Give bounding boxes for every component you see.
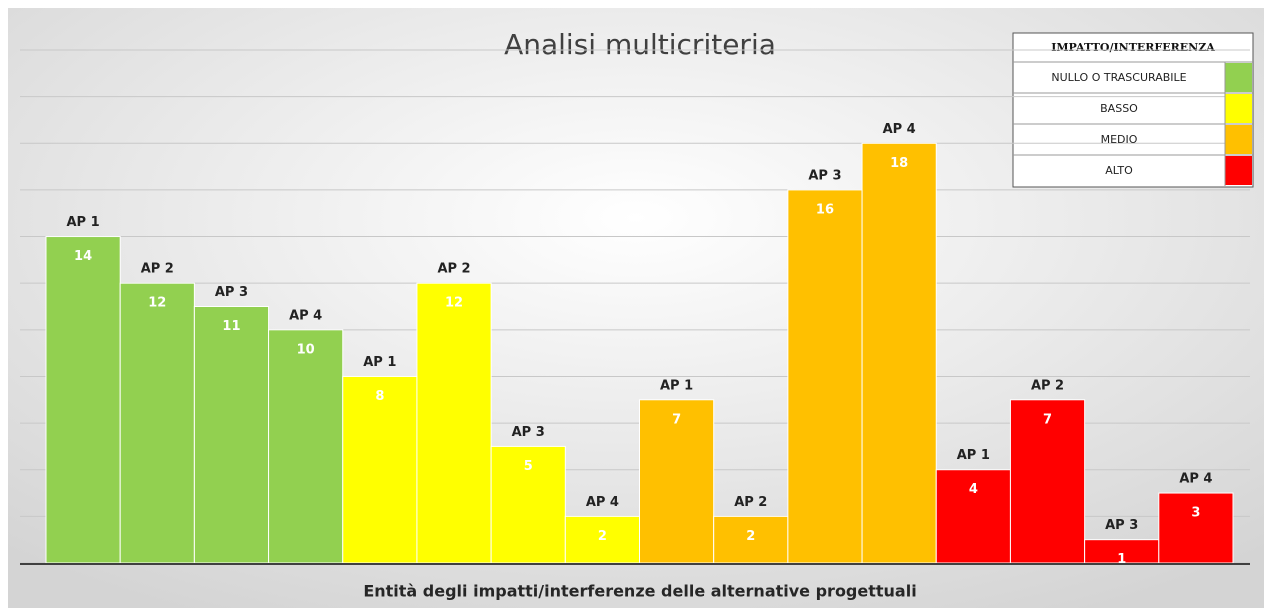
legend-label: MEDIO	[1101, 133, 1138, 146]
bar	[713, 515, 789, 564]
category-label: AP 2	[1031, 378, 1064, 393]
value-label: 8	[375, 389, 384, 404]
bar	[564, 515, 640, 564]
category-label: AP 1	[957, 448, 990, 463]
value-label: 12	[148, 296, 166, 311]
legend-label: NULLO O TRASCURABILE	[1051, 71, 1186, 84]
category-label: AP 2	[437, 262, 470, 277]
value-label: 7	[672, 412, 681, 427]
category-label: AP 1	[363, 355, 396, 370]
value-label: 10	[297, 342, 315, 357]
category-label: AP 3	[512, 425, 545, 440]
category-label: AP 1	[67, 215, 100, 230]
value-label: 11	[222, 319, 240, 334]
x-axis-label: Entità degli impatti/interferenze delle …	[363, 582, 916, 601]
category-label: AP 2	[141, 262, 174, 277]
value-label: 18	[890, 156, 908, 171]
chart-title: Analisi multicriteria	[504, 28, 776, 61]
bar	[342, 375, 418, 564]
value-label: 1	[1117, 552, 1126, 567]
bar	[1009, 399, 1086, 564]
legend-swatch	[1225, 63, 1252, 92]
bar	[193, 306, 270, 564]
bar	[490, 445, 566, 564]
bar	[787, 189, 863, 564]
category-label: AP 4	[883, 122, 916, 137]
bar	[119, 282, 195, 564]
bar	[1158, 492, 1234, 564]
value-label: 4	[969, 482, 978, 497]
value-label: 16	[816, 202, 834, 217]
legend-swatch	[1225, 156, 1252, 185]
value-label: 12	[445, 296, 463, 311]
value-label: 7	[1043, 412, 1052, 427]
bar	[935, 469, 1011, 564]
bar	[861, 142, 937, 564]
legend-swatch	[1225, 94, 1252, 123]
legend-title: IMPATTO/INTERFERENZA	[1051, 41, 1215, 54]
category-label: AP 3	[808, 168, 841, 183]
category-label: AP 3	[1105, 518, 1138, 533]
value-label: 5	[524, 459, 533, 474]
legend-swatch	[1225, 125, 1252, 154]
bar	[268, 329, 344, 564]
category-label: AP 4	[289, 308, 322, 323]
legend-box	[1012, 32, 1254, 188]
legend-label: BASSO	[1100, 102, 1138, 115]
value-label: 3	[1191, 506, 1200, 521]
category-label: AP 3	[215, 285, 248, 300]
category-label: AP 4	[586, 495, 619, 510]
value-label: 14	[74, 249, 92, 264]
category-label: AP 2	[734, 495, 767, 510]
category-label: AP 4	[1179, 472, 1212, 487]
bar	[416, 282, 492, 564]
category-label: AP 1	[660, 378, 693, 393]
value-label: 2	[598, 529, 607, 544]
legend-label: ALTO	[1105, 164, 1133, 177]
legend: IMPATTO/INTERFERENZA	[1012, 32, 1254, 188]
bar	[45, 236, 121, 564]
value-label: 2	[746, 529, 755, 544]
